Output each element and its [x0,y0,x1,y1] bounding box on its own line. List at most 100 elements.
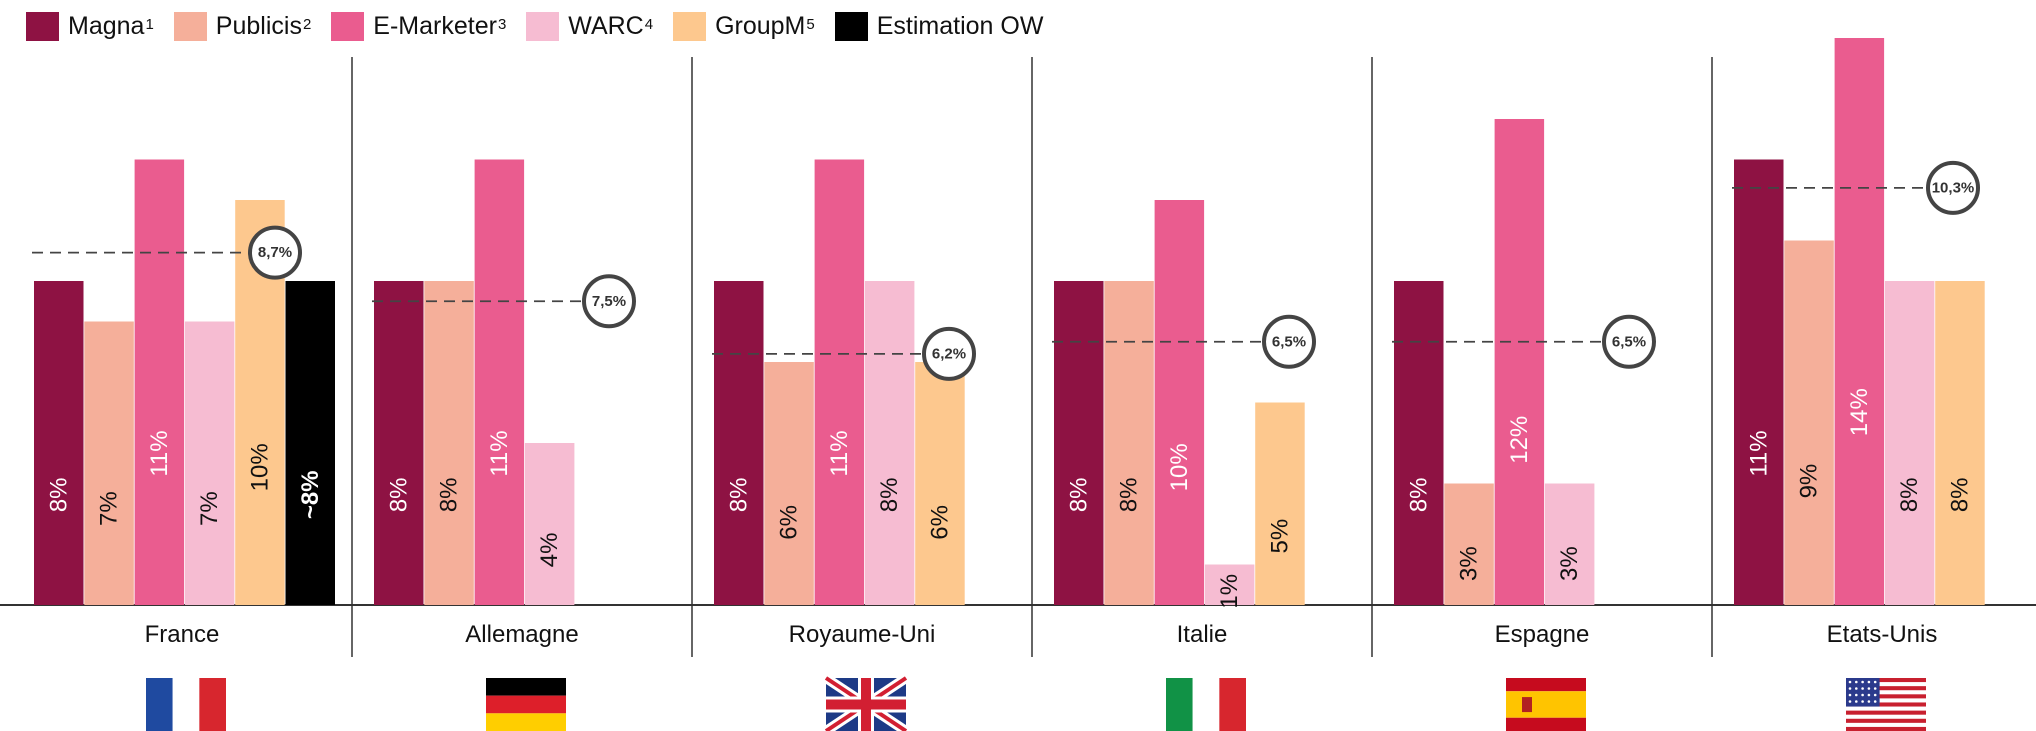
bar-label: 3% [1556,546,1583,581]
legend-sup: 4 [644,15,654,33]
bar-label: ~8% [297,470,324,519]
panel-espagne: 8% 3% 12% 3% 6,5% Espagne [1392,119,1656,731]
flag-stripe [1166,678,1193,731]
bar-label: 7% [96,491,123,526]
bar-label: 8% [436,477,463,512]
average-label: 7,5% [592,293,626,310]
spain-flag [1506,678,1586,731]
flag-stripe [1846,678,1926,683]
flag-stripe [486,678,566,696]
bar [524,443,575,605]
average-label: 8,7% [258,244,292,261]
bar [474,159,525,605]
panel-etats-unis: 11% 9% 14% 8% 8% 10,3% Etats-Unis [1732,38,1985,731]
category-label: Italie [1177,621,1228,648]
bar [915,362,965,605]
average-marker [248,225,302,280]
bar [1204,564,1255,605]
bar [1834,38,1885,605]
average-marker [1262,314,1316,369]
legend-label: WARC [568,11,644,40]
bar [34,281,84,605]
flag-stripe [1846,726,1926,731]
flag-stripe [1192,678,1220,731]
average-marker [582,274,636,329]
flag-stripe [172,678,200,731]
flag-star [1855,693,1858,697]
flag-star [1873,700,1877,703]
bar-label: 3% [1456,546,1483,581]
legend-item-warc: WARC 4 [526,11,654,41]
legend-item-emarketer: E-Marketer 3 [331,11,506,41]
bar-label: 8% [385,477,412,512]
flag-stripe [1846,710,1926,716]
bar [84,321,134,605]
legend-item-estimation-ow: Estimation OW [834,11,1044,41]
bar-label: 12% [1506,416,1533,464]
flag-stripe [146,678,173,731]
bar [1255,402,1305,605]
bar [1394,281,1444,605]
bar [1054,281,1104,605]
flag-star [1873,687,1877,690]
bar [1444,483,1494,605]
average-label: 6,2% [932,345,966,362]
bar-label: 10% [1166,443,1193,491]
bar-label: 7% [196,491,223,526]
legend-label: Publicis [215,11,302,40]
category-label: Espagne [1495,621,1590,648]
bar-label: 11% [826,430,853,476]
bar [764,362,814,605]
flag-stripe [1506,717,1586,731]
bar-label: 8% [1065,477,1092,512]
flag-star [1861,700,1864,703]
bar-label: 8% [1116,477,1143,512]
flag-stripe [826,699,906,710]
legend-item-groupm: GroupM 5 [673,11,815,41]
bar [184,321,235,605]
flag-star [1848,680,1852,684]
bar [1494,119,1545,605]
bar [1154,200,1205,605]
bar-label: 14% [1846,388,1873,436]
legend-swatch [173,11,207,41]
bar [1544,483,1595,605]
bar [134,159,185,605]
average-label: 6,5% [1272,333,1306,350]
panel-royaume-uni: 8% 6% 11% 8% 6% 6,2% Royaume-Uni [712,159,976,731]
bar [1104,281,1154,605]
bar [1935,281,1985,605]
legend-item-publicis: Publicis 2 [173,11,312,41]
bar-label: 4% [536,533,563,568]
bar-label: 8% [1946,477,1973,512]
flag-star [1855,700,1858,703]
bar [374,281,424,605]
average-label: 10,3% [1932,179,1975,196]
legend-label: Estimation OW [876,11,1044,40]
flag-star [1861,687,1864,690]
flag-stripe [1506,678,1586,692]
flag-star [1861,680,1864,684]
legend-item-magna: Magna 1 [26,11,154,41]
flag-star [1848,687,1852,690]
bar-label: 8% [1405,477,1432,512]
legend-sup: 2 [302,15,312,33]
germany-flag [486,678,566,731]
legend-swatch [26,11,59,41]
flag-star [1861,693,1864,697]
flag-stripe [1846,714,1926,720]
legend-label: E-Marketer [373,11,497,40]
bar [864,281,915,605]
legend-swatch [526,11,560,41]
average-marker [1602,314,1656,369]
bar-label: 1% [1216,574,1243,609]
flag-stripe [1846,702,1926,708]
average-marker [1926,160,1980,215]
flag-stripe [1846,682,1926,687]
flag-stripe [1846,722,1926,728]
flag-stripe [1846,698,1926,703]
legend-swatch [673,11,707,41]
bar-label: 8% [876,477,903,512]
category-label: Royaume-Uni [789,621,936,648]
